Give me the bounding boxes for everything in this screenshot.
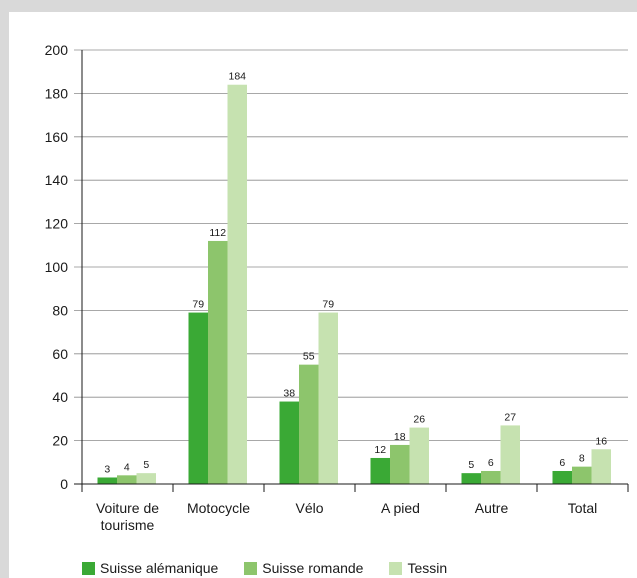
data-label: 3 <box>104 463 110 475</box>
x-tick-label: Motocycle <box>187 500 250 516</box>
bar <box>227 84 247 484</box>
legend-swatch <box>82 561 95 575</box>
y-tick-label: 80 <box>52 302 68 318</box>
legend-item: Suisse alémanique <box>82 560 218 576</box>
data-label: 12 <box>374 444 386 456</box>
x-tick-label: Autre <box>475 500 509 516</box>
bar <box>370 457 390 484</box>
bar <box>117 475 137 484</box>
legend-label: Tessin <box>407 560 448 576</box>
legend-swatch <box>244 561 258 575</box>
gridlines <box>74 49 628 442</box>
y-tick-label: 120 <box>45 216 69 232</box>
data-label: 5 <box>468 459 474 471</box>
axes: 0 20 40 60 80 100 120 140 160 180 200 Voiture detou… <box>45 42 629 533</box>
x-tick-label: tourisme <box>101 517 155 533</box>
bar <box>208 240 228 484</box>
data-label: 79 <box>192 299 204 311</box>
legend-label: Suisse romande <box>262 560 364 576</box>
bar <box>481 470 501 484</box>
bars <box>97 84 611 484</box>
x-tick-label: Voiture de <box>96 500 159 516</box>
x-tick-label: A pied <box>381 500 420 516</box>
data-label: 26 <box>413 414 425 426</box>
data-label: 27 <box>504 411 516 423</box>
data-label: 55 <box>303 351 315 363</box>
y-tick-label: 200 <box>45 42 69 58</box>
legend-label: Suisse alémanique <box>100 560 219 576</box>
y-tick-label: 0 <box>60 476 68 492</box>
bar <box>552 470 572 484</box>
y-tick-label: 20 <box>52 433 68 449</box>
bar <box>136 473 156 484</box>
data-label: 112 <box>209 227 226 239</box>
legend-item: Suisse romande <box>244 560 363 576</box>
bar <box>461 473 481 484</box>
data-label: 5 <box>143 459 149 471</box>
x-tick-label: Vélo <box>295 500 323 516</box>
data-label: 8 <box>579 453 585 465</box>
bar <box>500 425 520 484</box>
bar <box>279 401 299 484</box>
data-label: 16 <box>595 435 607 447</box>
bar <box>572 466 592 484</box>
legend-swatch <box>389 561 403 575</box>
bar <box>390 444 410 484</box>
y-tick-label: 180 <box>45 85 69 101</box>
bar <box>409 427 429 484</box>
data-label: 6 <box>559 457 565 469</box>
data-label: 38 <box>283 388 295 400</box>
data-labels: 3 79 38 12 5 6 4 112 55 18 6 8 5 184 79 26 27 16 <box>104 71 607 476</box>
data-label: 4 <box>124 461 130 473</box>
legend-item: Tessin <box>389 560 447 576</box>
y-tick-label: 160 <box>45 129 69 145</box>
data-label: 79 <box>322 299 334 311</box>
bar <box>318 312 338 484</box>
data-label: 18 <box>394 431 406 443</box>
y-tick-label: 40 <box>52 389 68 405</box>
y-tick-label: 60 <box>52 346 68 362</box>
x-tick-label: Total <box>568 500 598 516</box>
y-tick-label: 100 <box>45 259 69 275</box>
data-label: 6 <box>488 457 494 469</box>
y-tick-label: 140 <box>45 172 69 188</box>
bar <box>299 364 319 484</box>
data-label: 184 <box>228 71 246 83</box>
legend: Suisse alémanique Suisse romande Tessin <box>82 560 473 576</box>
bar <box>97 477 117 484</box>
bar <box>591 449 611 484</box>
bar <box>188 312 208 484</box>
